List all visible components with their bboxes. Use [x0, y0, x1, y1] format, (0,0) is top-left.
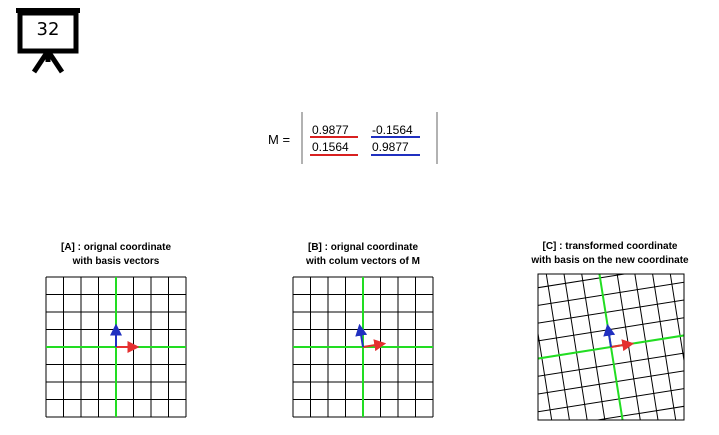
panel-c-title-line2: with basis on the new coordinate	[531, 255, 689, 266]
matrix-display: M = 0.9877 -0.1564 0.1564 0.9877	[250, 110, 450, 170]
grid-line	[594, 405, 684, 420]
basis-vector-x	[610, 339, 635, 352]
panel-a-title-line1: [A] : orignal coordinate	[61, 242, 171, 253]
grid-line	[538, 388, 684, 413]
panel-b-title-line2: with colum vectors of M	[306, 256, 420, 267]
matrix-cell: 0.9877	[372, 140, 409, 154]
panel-a-title-line2: with basis vectors	[72, 256, 160, 267]
matrix-cell: 0.1564	[312, 140, 349, 154]
panel-c-title: [C] : transformed coordinate with basis …	[500, 240, 719, 268]
panel-b-title-line1: [B] : orignal coordinate	[308, 242, 418, 253]
grid-line	[563, 274, 588, 420]
grid-line	[538, 370, 684, 395]
grid-line	[545, 274, 570, 420]
panel-c-grid	[537, 273, 685, 421]
matrix-cell: -0.1564	[372, 123, 413, 137]
grid-line	[538, 330, 553, 420]
basis-vector-x	[362, 339, 387, 352]
panel-a-title: [A] : orignal coordinate with basis vect…	[6, 241, 226, 269]
presentation-board-icon	[16, 8, 80, 74]
grid-line	[538, 299, 684, 324]
grid-line	[538, 281, 684, 306]
grid-line	[538, 274, 628, 289]
panel-c-title-line1: [C] : transformed coordinate	[542, 241, 678, 252]
grid-line	[634, 274, 659, 420]
grid-border	[537, 273, 685, 421]
matrix-cell: 0.9877	[312, 123, 349, 137]
panel-b-title: [B] : orignal coordinate with colum vect…	[253, 241, 473, 269]
grid-line	[669, 274, 684, 364]
slide-number: 32	[36, 19, 60, 40]
panel-b-grid	[292, 276, 434, 418]
basis-vector-y	[603, 323, 616, 348]
matrix-label: M =	[268, 132, 291, 147]
basis-vector-y	[355, 323, 368, 348]
panel-a-grid	[45, 276, 187, 418]
grid-line	[652, 274, 677, 420]
